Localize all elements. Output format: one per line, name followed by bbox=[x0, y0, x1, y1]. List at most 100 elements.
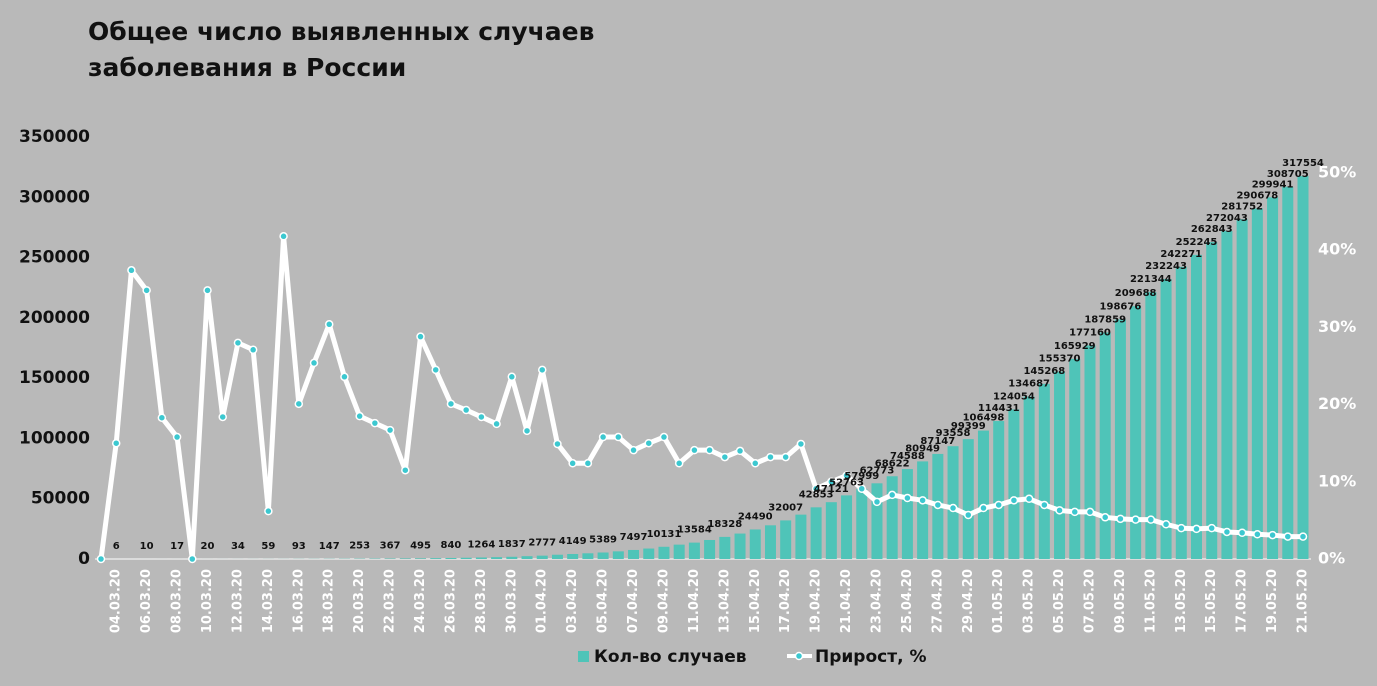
bar bbox=[1175, 266, 1187, 559]
bar bbox=[673, 544, 685, 559]
data-label: 209688 bbox=[1115, 288, 1157, 299]
bar bbox=[993, 421, 1005, 559]
growth-point bbox=[537, 365, 547, 375]
growth-point bbox=[461, 405, 471, 415]
bar bbox=[491, 557, 503, 559]
bar bbox=[551, 554, 563, 559]
bar bbox=[1190, 254, 1202, 559]
growth-point bbox=[598, 432, 608, 442]
data-label: 74588 bbox=[890, 451, 925, 462]
legend-label: Прирост, % bbox=[815, 647, 927, 667]
bar bbox=[704, 539, 716, 559]
data-label: 262843 bbox=[1191, 224, 1233, 235]
y2-tick-label: 50% bbox=[1318, 163, 1356, 182]
x-tick-label: 10.03.20 bbox=[200, 569, 215, 633]
data-label: 80949 bbox=[905, 443, 940, 454]
growth-point bbox=[324, 320, 334, 329]
data-label: 17 bbox=[170, 541, 184, 552]
data-label: 495 bbox=[410, 540, 431, 551]
data-label: 155370 bbox=[1039, 354, 1081, 365]
data-label: 52763 bbox=[829, 477, 864, 488]
bar bbox=[399, 558, 411, 559]
data-label: 106498 bbox=[963, 413, 1005, 424]
bar bbox=[1221, 230, 1233, 559]
growth-point bbox=[370, 418, 380, 428]
growth-point bbox=[157, 413, 167, 422]
growth-point bbox=[933, 500, 943, 510]
x-tick-label: 30.03.20 bbox=[504, 569, 519, 633]
growth-point bbox=[583, 459, 593, 468]
bar bbox=[962, 439, 974, 559]
growth-point bbox=[431, 365, 440, 375]
bar bbox=[1008, 409, 1020, 559]
growth-point bbox=[1237, 528, 1247, 538]
x-tick-label: 18.03.20 bbox=[322, 569, 337, 633]
growth-point bbox=[796, 439, 806, 449]
bar bbox=[1054, 371, 1066, 559]
data-label: 165929 bbox=[1054, 341, 1096, 352]
data-label: 317554 bbox=[1282, 158, 1324, 169]
x-tick-label: 05.05.20 bbox=[1052, 569, 1067, 633]
growth-point bbox=[172, 432, 182, 442]
growth-point bbox=[857, 484, 867, 493]
growth-point bbox=[355, 411, 364, 421]
x-tick-label: 29.04.20 bbox=[961, 569, 976, 633]
bar bbox=[643, 548, 655, 559]
data-label: 93558 bbox=[936, 428, 971, 439]
growth-point bbox=[1268, 530, 1277, 540]
growth-point bbox=[766, 452, 775, 462]
legend-swatch bbox=[578, 651, 589, 662]
y2-tick-label: 40% bbox=[1318, 240, 1356, 259]
data-label: 232243 bbox=[1145, 261, 1187, 272]
growth-point bbox=[1116, 514, 1125, 524]
growth-point bbox=[309, 358, 319, 368]
x-tick-label: 21.04.20 bbox=[839, 569, 854, 633]
x-tick-label: 12.03.20 bbox=[230, 569, 245, 633]
growth-point bbox=[1024, 494, 1034, 504]
x-tick-label: 04.03.20 bbox=[109, 569, 124, 633]
growth-point bbox=[553, 439, 562, 449]
x-tick-label: 01.04.20 bbox=[535, 569, 550, 633]
bar bbox=[460, 557, 472, 559]
bar bbox=[445, 557, 457, 559]
x-tick-label: 13.04.20 bbox=[717, 569, 732, 633]
bar bbox=[795, 514, 807, 559]
data-label: 34 bbox=[231, 541, 245, 552]
data-label: 13584 bbox=[677, 525, 712, 536]
bar bbox=[886, 476, 898, 559]
growth-point bbox=[1055, 506, 1064, 515]
data-label: 62773 bbox=[860, 465, 895, 476]
bar bbox=[582, 553, 594, 559]
y-tick-label: 0 bbox=[78, 549, 90, 569]
growth-point bbox=[218, 412, 227, 422]
data-label: 253 bbox=[349, 541, 370, 552]
bar bbox=[764, 525, 776, 559]
growth-point bbox=[1222, 527, 1232, 537]
data-label: 93 bbox=[292, 541, 306, 552]
growth-point bbox=[781, 452, 790, 462]
x-tick-label: 09.05.20 bbox=[1113, 569, 1128, 633]
growth-point bbox=[1040, 500, 1049, 510]
growth-point bbox=[294, 399, 304, 409]
data-label: 290678 bbox=[1236, 191, 1278, 202]
y-tick-label: 150000 bbox=[19, 368, 90, 388]
growth-point bbox=[340, 372, 349, 382]
x-tick-label: 01.05.20 bbox=[991, 569, 1006, 633]
data-label: 242271 bbox=[1160, 249, 1202, 260]
bar bbox=[1130, 306, 1142, 559]
data-label: 124054 bbox=[993, 391, 1035, 402]
growth-point bbox=[203, 286, 212, 295]
bar bbox=[567, 553, 579, 559]
x-tick-label: 25.04.20 bbox=[900, 569, 915, 633]
bar bbox=[612, 551, 624, 559]
bar bbox=[628, 549, 640, 559]
x-tick-label: 08.03.20 bbox=[170, 569, 185, 633]
x-tick-label: 05.04.20 bbox=[596, 569, 611, 633]
y2-tick-label: 20% bbox=[1318, 394, 1356, 413]
data-label: 24490 bbox=[738, 511, 773, 522]
bar bbox=[1267, 197, 1279, 559]
growth-point bbox=[264, 506, 273, 516]
bar bbox=[430, 558, 442, 559]
data-label: 57999 bbox=[844, 471, 879, 482]
bar bbox=[415, 558, 427, 559]
